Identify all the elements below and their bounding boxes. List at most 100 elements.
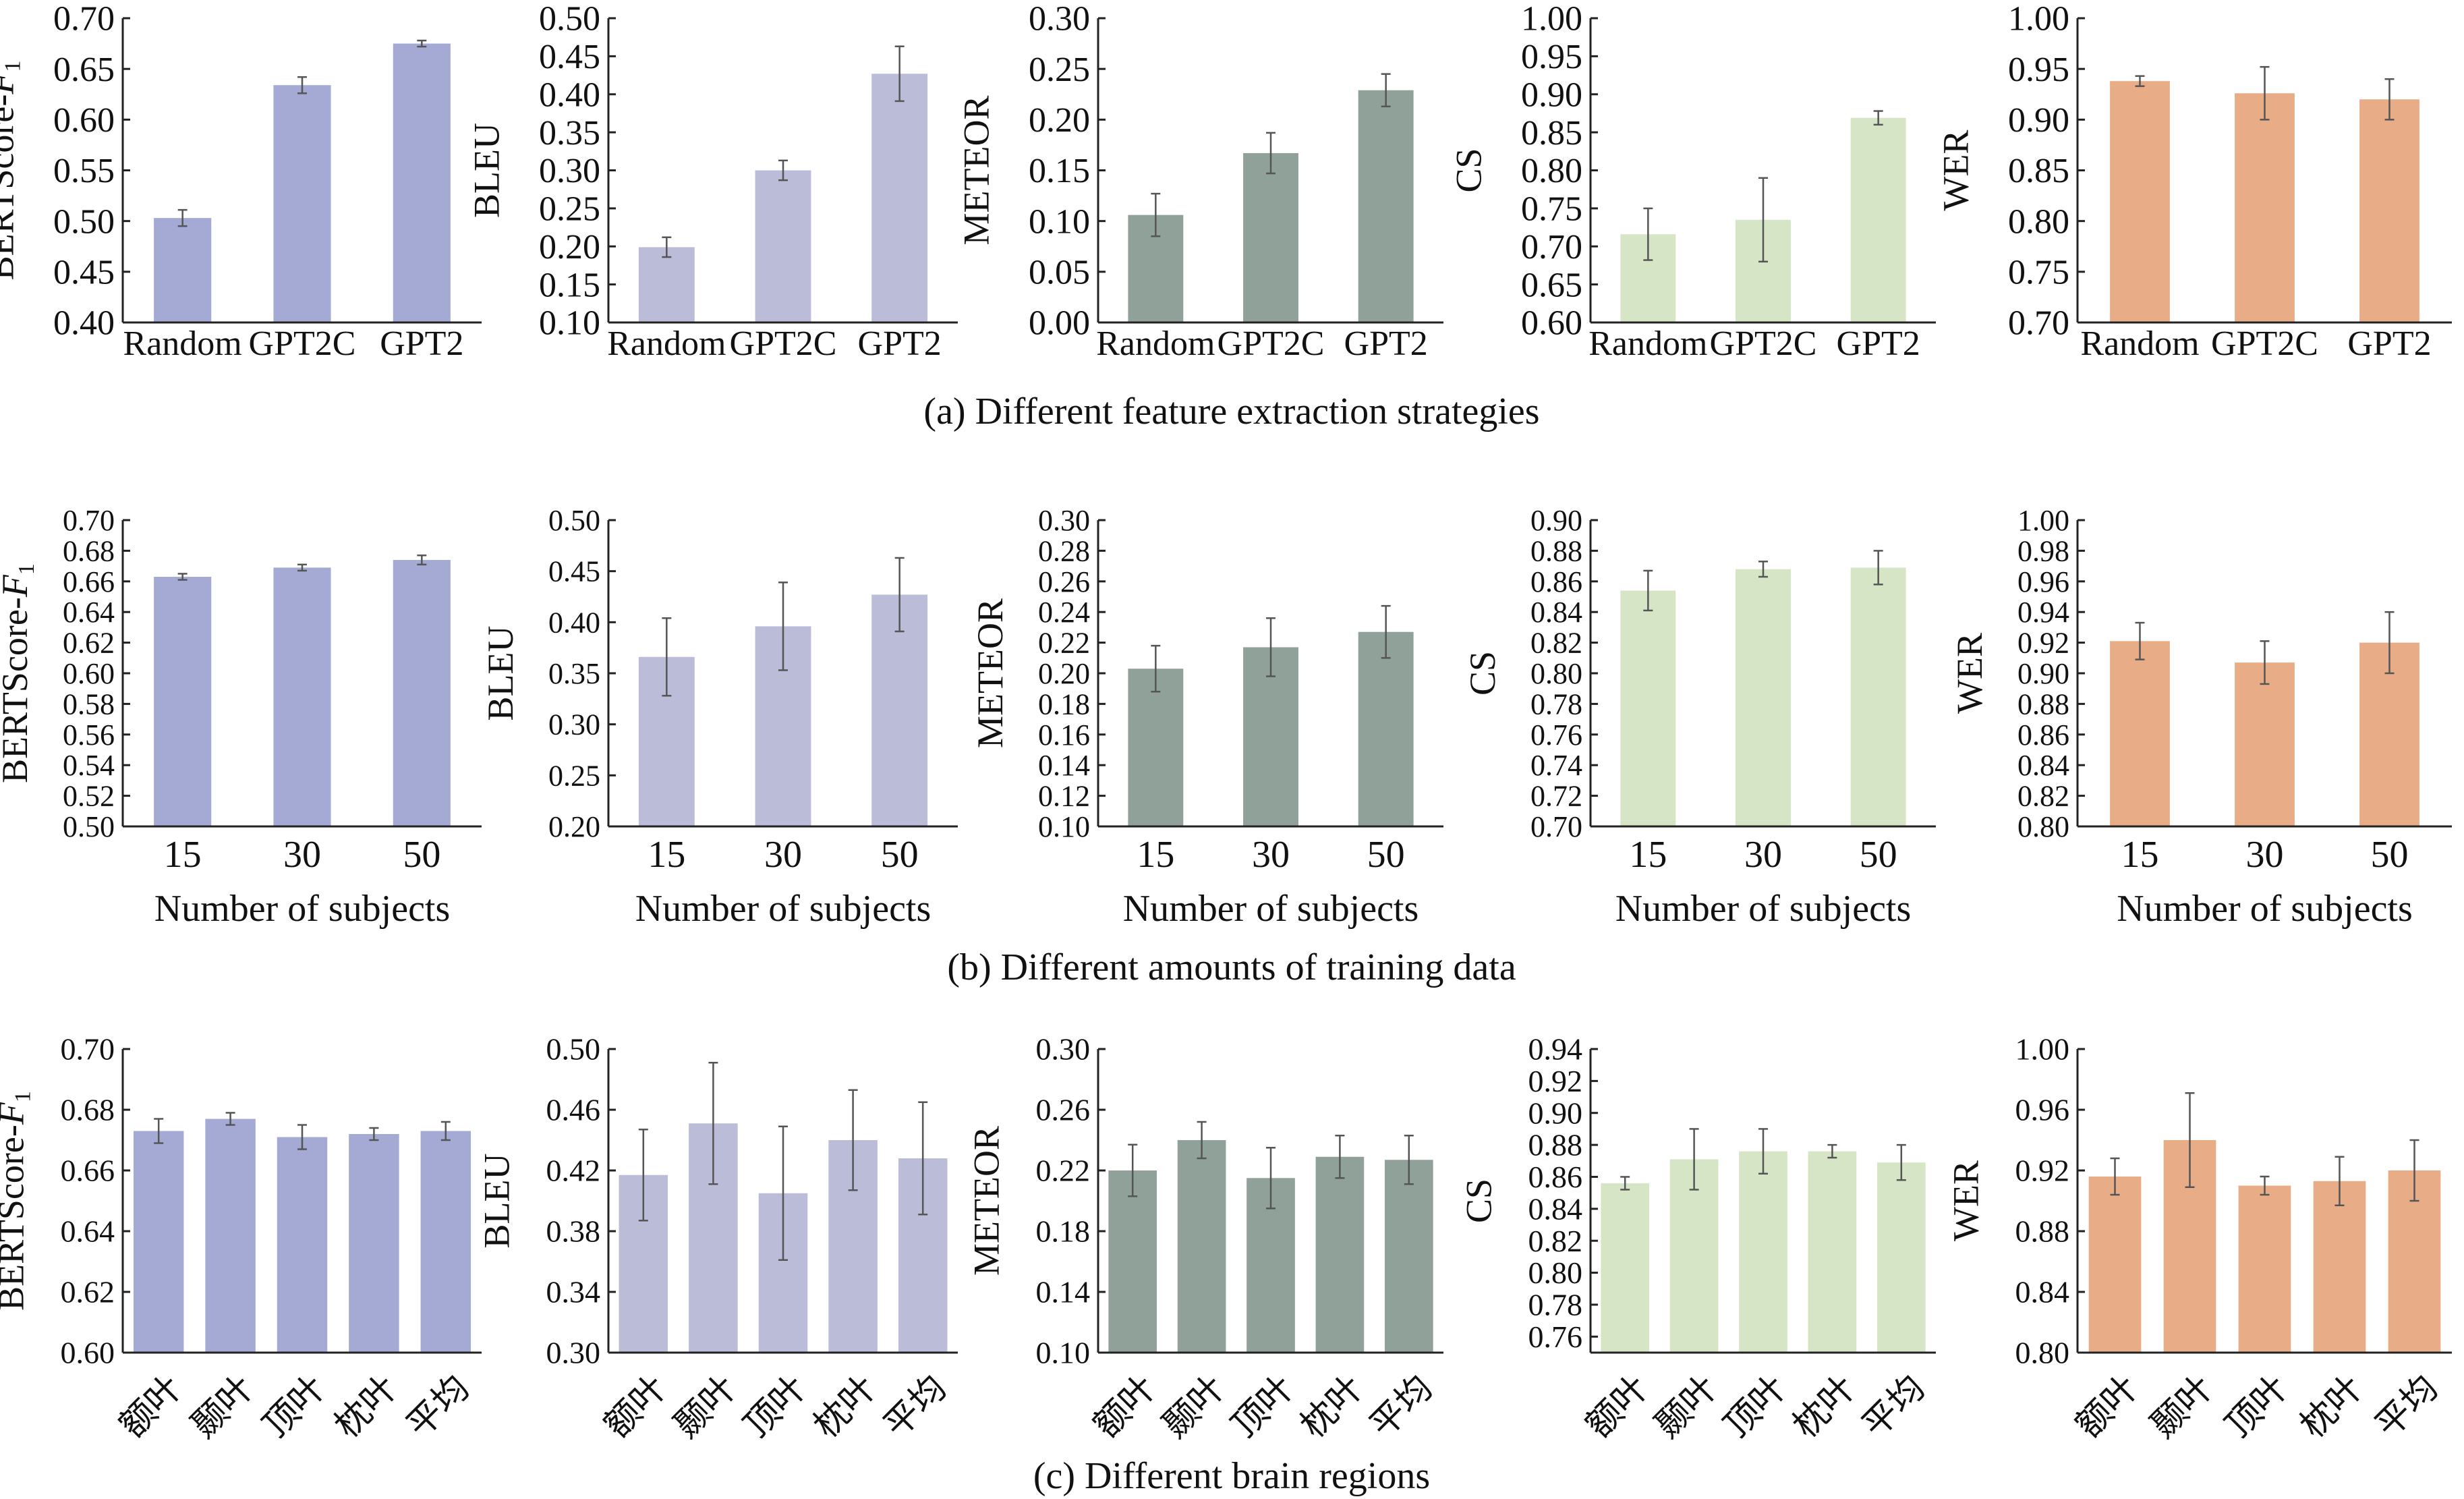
x-tick-label: GPT2 bbox=[2347, 324, 2431, 363]
y-tick-label: 0.84 bbox=[2015, 1275, 2070, 1309]
x-tick-label: 30 bbox=[283, 834, 321, 876]
y-tick-label: 0.96 bbox=[2017, 565, 2069, 598]
y-tick-label: 0.76 bbox=[1530, 718, 1582, 752]
x-tick-label: Random bbox=[1588, 324, 1707, 363]
y-axis-label: METEOR bbox=[970, 598, 1010, 748]
y-tick-label: 0.82 bbox=[1530, 627, 1582, 660]
x-tick-label: 15 bbox=[1137, 834, 1174, 876]
y-tick-label: 0.20 bbox=[1038, 657, 1090, 690]
bar bbox=[871, 594, 928, 826]
y-tick-label: 0.28 bbox=[1038, 534, 1090, 567]
y-axis-label-italic: F bbox=[0, 574, 35, 598]
x-tick-label: 15 bbox=[1629, 834, 1667, 876]
y-tick-label: 0.10 bbox=[1029, 202, 1090, 241]
y-tick-label: 0.90 bbox=[2017, 657, 2069, 690]
y-tick-label: 0.90 bbox=[1530, 504, 1582, 537]
bar bbox=[1669, 1159, 1719, 1352]
bar bbox=[2088, 1177, 2142, 1352]
y-tick-label: 0.64 bbox=[63, 596, 115, 629]
x-tick-label: Random bbox=[123, 324, 242, 363]
chart-panel: 0.100.150.200.250.300.350.400.450.50 BLEU… bbox=[466, 0, 958, 363]
bar bbox=[1601, 1183, 1650, 1352]
bar bbox=[1358, 90, 1414, 322]
y-tick-label: 0.88 bbox=[1528, 1128, 1583, 1162]
y-tick-label: 0.10 bbox=[539, 304, 600, 343]
chart-panel: 0.20 0.25 0.30 0.35 0.40 0.45 0.50 BLEU 15 30 50 Nu… bbox=[480, 504, 958, 930]
x-tick-label: 额叶 bbox=[2069, 1369, 2146, 1446]
y-tick-label: 0.52 bbox=[63, 780, 115, 813]
y-tick-label: 0.80 bbox=[2008, 202, 2069, 241]
y-tick-label: 0.70 bbox=[1530, 810, 1582, 843]
y-tick-label: 1.00 bbox=[2017, 504, 2069, 537]
y-tick-label: 0.24 bbox=[1038, 596, 1090, 629]
bar bbox=[393, 43, 451, 322]
bar bbox=[1850, 117, 1906, 322]
y-tick-label: 0.68 bbox=[61, 1093, 115, 1127]
y-tick-label: 0.88 bbox=[2015, 1214, 2070, 1249]
bar bbox=[871, 74, 928, 322]
y-axis-label: BERTScore-F1 bbox=[0, 61, 25, 281]
y-tick-label: 0.34 bbox=[546, 1275, 601, 1309]
x-tick-label: 额叶 bbox=[1579, 1369, 1656, 1446]
chart-panel: 0.800.820.840.860.880.900.920.940.960.98… bbox=[1949, 504, 2452, 930]
x-tick-label: 顶叶 bbox=[737, 1369, 814, 1446]
y-axis-label: CS bbox=[1459, 1179, 1499, 1223]
x-tick-label: 颞叶 bbox=[1649, 1369, 1725, 1446]
bar bbox=[205, 1119, 256, 1352]
x-tick-label: GPT2C bbox=[730, 324, 837, 363]
y-axis-label: BERTScore-F1 bbox=[0, 563, 39, 783]
y-tick-label: 0.76 bbox=[1528, 1320, 1583, 1354]
y-tick-label: 0.58 bbox=[63, 687, 115, 720]
y-tick-label: 0.92 bbox=[1528, 1064, 1583, 1098]
bar bbox=[1358, 631, 1414, 826]
x-tick-label: 顶叶 bbox=[1717, 1369, 1794, 1446]
x-tick-label: 平均 bbox=[1856, 1369, 1932, 1446]
y-tick-label: 0.25 bbox=[548, 759, 600, 792]
y-tick-label: 0.54 bbox=[63, 749, 115, 782]
y-tick-label: 0.64 bbox=[61, 1214, 115, 1249]
y-tick-label: 0.22 bbox=[1036, 1154, 1091, 1188]
x-tick-label: GPT2 bbox=[380, 324, 463, 363]
x-tick-label: 50 bbox=[403, 834, 440, 876]
x-tick-label: Random bbox=[2080, 324, 2199, 363]
y-tick-label: 1.00 bbox=[1521, 0, 1582, 38]
y-tick-label: 0.90 bbox=[1521, 76, 1582, 114]
y-tick-label: 0.18 bbox=[1038, 687, 1090, 720]
bar bbox=[2235, 662, 2295, 826]
x-tick-label: GPT2C bbox=[1217, 324, 1325, 363]
bar bbox=[1850, 567, 1906, 826]
x-axis-label: Number of subjects bbox=[154, 888, 451, 930]
x-axis-label: Number of subjects bbox=[2117, 888, 2413, 930]
y-tick-label: 0.25 bbox=[1029, 51, 1090, 89]
chart-panel: 0.40 0.45 0.50 0.55 0.60 0.65 0.70 BERTScore-F1… bbox=[0, 0, 482, 363]
x-tick-label: 50 bbox=[2371, 834, 2409, 876]
y-tick-label: 0.90 bbox=[1528, 1096, 1583, 1130]
x-tick-label: 30 bbox=[1252, 834, 1290, 876]
bar bbox=[1736, 569, 1791, 826]
y-tick-label: 0.35 bbox=[548, 657, 600, 690]
x-tick-label: 50 bbox=[881, 834, 919, 876]
caption-a: (a) Different feature extraction strateg… bbox=[923, 391, 1539, 432]
bar bbox=[393, 560, 451, 826]
y-tick-label: 0.68 bbox=[63, 534, 115, 567]
x-tick-label: GPT2 bbox=[1837, 324, 1920, 363]
y-tick-label: 0.70 bbox=[2008, 304, 2069, 343]
chart-panel: 0.100.120.140.160.180.200.220.240.260.28… bbox=[970, 504, 1443, 930]
y-tick-label: 0.56 bbox=[63, 718, 115, 752]
x-tick-label: 枕叶 bbox=[328, 1369, 405, 1446]
y-tick-label: 0.84 bbox=[2017, 749, 2069, 782]
x-tick-label: GPT2 bbox=[858, 324, 942, 363]
y-tick-label: 0.00 bbox=[1029, 304, 1090, 343]
y-tick-label: 0.70 bbox=[1521, 228, 1582, 266]
y-axis-label-text: BERTScore- bbox=[0, 597, 35, 783]
y-tick-label: 0.26 bbox=[1036, 1093, 1091, 1127]
y-tick-label: 0.96 bbox=[2015, 1093, 2070, 1127]
y-tick-label: 0.40 bbox=[53, 304, 115, 343]
y-tick-label: 0.80 bbox=[1528, 1255, 1583, 1290]
y-tick-label: 0.45 bbox=[53, 254, 115, 292]
y-axis-label: BLEU bbox=[466, 123, 507, 218]
y-tick-label: 0.12 bbox=[1038, 780, 1090, 813]
y-tick-label: 0.10 bbox=[1038, 810, 1090, 843]
